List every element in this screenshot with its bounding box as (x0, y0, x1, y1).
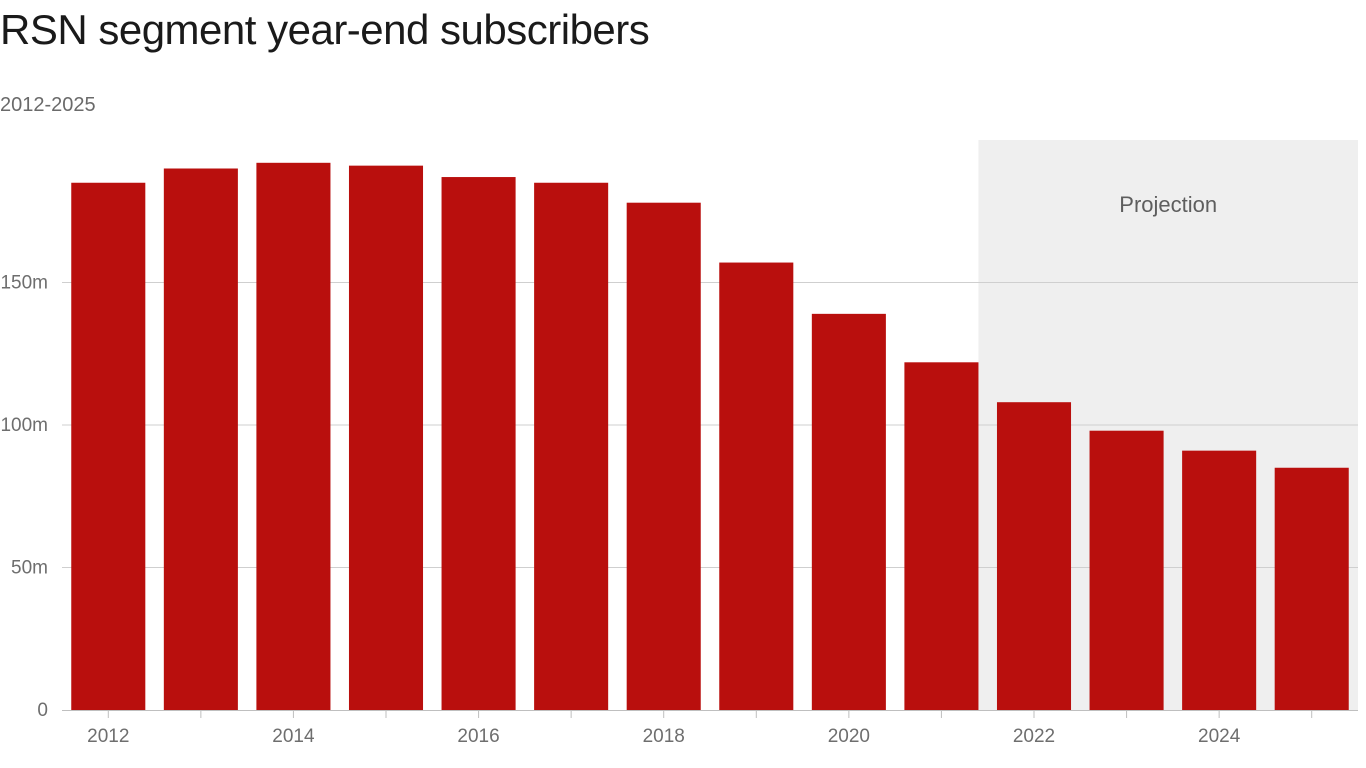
x-axis-label: 2022 (1013, 726, 1055, 747)
bar (1182, 451, 1256, 710)
bar (71, 183, 145, 710)
bar (997, 402, 1071, 710)
x-axis-label: 2016 (457, 726, 499, 747)
bar (442, 177, 516, 710)
x-axis-label: 2020 (828, 726, 870, 747)
bar (1275, 468, 1349, 710)
bar (1090, 431, 1164, 710)
x-axis-label: 2024 (1198, 726, 1241, 747)
bar (904, 362, 978, 710)
bar (534, 183, 608, 710)
bar (719, 263, 793, 710)
bar (164, 169, 238, 711)
y-axis-label: 100m (0, 415, 48, 436)
y-axis-label: 0 (37, 700, 48, 721)
chart-plot: 0 50m 100m 150m 2012 2014 2016 2018 2020 2022 2024… (0, 0, 1366, 768)
y-axis-label: 150m (0, 273, 48, 294)
chart-container: RSN segment year-end subscribers 2012-20… (0, 0, 1366, 768)
x-axis-label: 2018 (643, 726, 685, 747)
y-axis-label: 50m (11, 558, 48, 579)
x-axis-label: 2012 (87, 726, 129, 747)
x-axis-label: 2014 (272, 726, 315, 747)
bar (627, 203, 701, 710)
bar (256, 163, 330, 710)
projection-label: Projection (1119, 192, 1217, 217)
bar (812, 314, 886, 710)
bar (349, 166, 423, 710)
